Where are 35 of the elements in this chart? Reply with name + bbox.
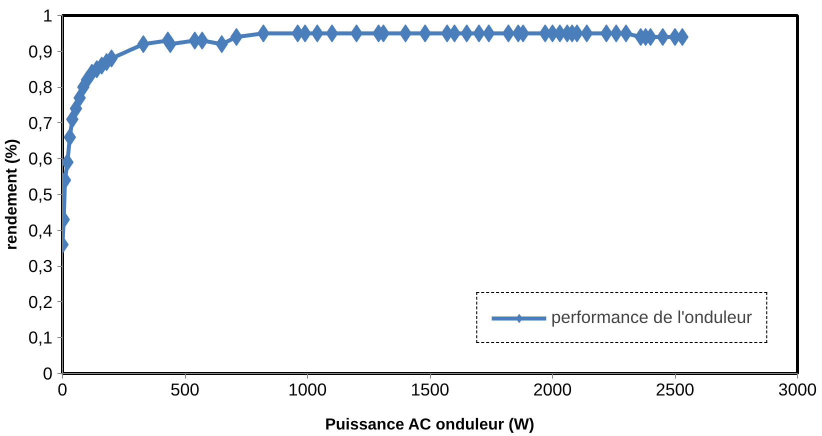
y-tick-label: 0,5 xyxy=(28,184,53,204)
point xyxy=(399,24,412,42)
x-tick-label: 1000 xyxy=(288,380,327,400)
y-tick-label: 0,4 xyxy=(28,220,53,240)
point xyxy=(350,24,363,42)
x-axis-title: Puissance AC onduleur (W) xyxy=(325,416,534,434)
point xyxy=(418,24,432,42)
x-tick-label: 2500 xyxy=(656,380,694,400)
y-tick-label: 0,6 xyxy=(28,148,53,169)
y-tick-label: 0,2 xyxy=(28,292,53,312)
y-tick-label: 0,1 xyxy=(28,328,53,348)
y-tick-label: 0,7 xyxy=(28,112,53,133)
x-tick-label: 1500 xyxy=(410,380,450,400)
y-tick-label: 1 xyxy=(42,6,53,26)
y-tick-label: 0,9 xyxy=(28,41,53,62)
x-tick-label: 0 xyxy=(58,380,68,400)
y-tick-label: 0,3 xyxy=(28,256,53,276)
y-tick-label: 0 xyxy=(42,364,53,384)
point xyxy=(70,100,82,118)
point xyxy=(257,24,270,42)
point xyxy=(326,24,338,42)
point xyxy=(502,24,515,42)
point xyxy=(230,28,243,46)
y-axis-title: rendement (%) xyxy=(3,138,20,250)
point xyxy=(472,24,486,42)
point xyxy=(600,24,613,42)
point xyxy=(73,88,86,107)
point xyxy=(64,128,76,146)
legend-label: performance de l'onduleur xyxy=(551,307,752,328)
point xyxy=(620,24,632,42)
x-tick-label: 2000 xyxy=(533,380,572,400)
x-tick-label: 3000 xyxy=(778,380,817,400)
y-tick-label: 0,8 xyxy=(28,77,53,98)
x-tick-label: 500 xyxy=(170,380,200,400)
point xyxy=(137,35,150,54)
